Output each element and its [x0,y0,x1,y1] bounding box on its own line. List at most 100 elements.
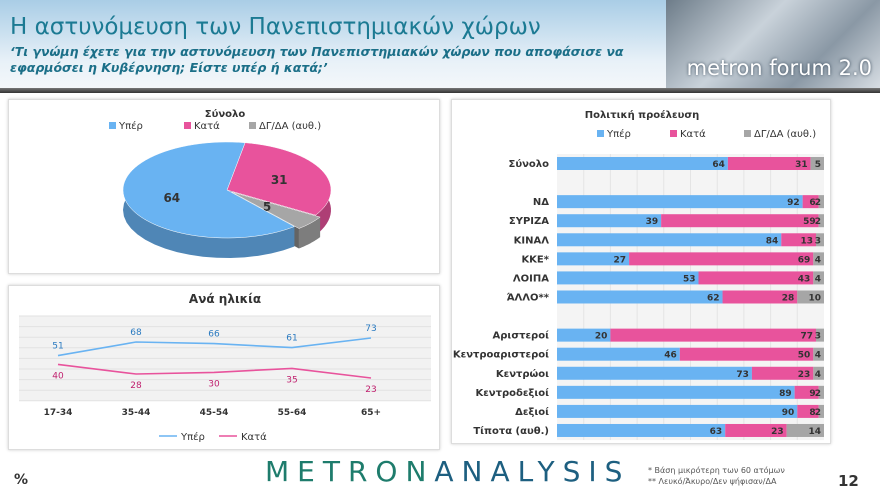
line-data-label: 35 [286,375,297,385]
bar-data-label: 20 [595,332,608,342]
category-label: ΛΟΙΠΑ [513,273,549,284]
bar-data-label: 53 [683,274,696,284]
bar-segment [557,195,803,209]
line-data-label: 51 [52,342,63,352]
pie-data-label: 5 [263,200,271,214]
bar-data-label: 14 [808,427,821,437]
bar-data-label: 4 [815,274,821,284]
bar-segment [661,214,819,228]
bar-data-label: 2 [815,198,821,208]
bar-data-label: 3 [815,332,821,342]
pie-data-label: 31 [271,173,288,187]
bar-segment [679,347,814,361]
x-tick-label: 17-34 [44,408,73,418]
legend-swatch-1 [670,130,677,137]
bar-data-label: 84 [766,236,779,246]
bar-segment [610,328,816,342]
footnote-2: ** Λευκό/Άκυρο/Δεν ψήφισαν/ΔΑ [648,477,777,486]
legend-swatch-0 [597,130,604,137]
bar-segment [557,423,726,437]
pie-slice-Υπέρ [122,141,295,239]
line-data-label: 23 [365,385,376,395]
bar-segment [818,214,824,228]
pie-chart: Σύνολο Υπέρ Κατά ΔΓ/ΔΑ (αυθ.) 315 64 [109,108,332,258]
bar-segment [802,195,819,209]
bar-segment [557,404,798,418]
bar-segment [818,385,824,399]
bar-data-label: 23 [798,370,811,380]
bar-data-label: 63 [710,427,723,437]
line-data-label: 61 [286,334,297,344]
bar-data-label: 89 [779,389,792,399]
bar-data-label: 92 [787,198,800,208]
bar-segment [557,385,795,399]
bar-data-label: 2 [815,217,821,227]
bar-segment [722,290,798,304]
bar-segment [698,271,814,285]
legend-label: Υπέρ [180,431,205,443]
line-data-label: 68 [130,328,142,338]
percent-label: % [14,472,29,488]
bar-segment [813,347,824,361]
legend-swatch-1 [184,122,191,129]
bar-data-label: 62 [707,293,720,303]
bar-segment [797,290,824,304]
logo-text: metron forum 2.0 [686,56,872,80]
legend-label: Κατά [194,120,220,132]
bar-segment [815,328,824,342]
bar-data-label: 5 [815,160,821,170]
bar-data-label: 59 [803,217,816,227]
bar-segment [557,214,662,228]
bar-segment [818,195,824,209]
question-subtitle: ‘Τι γνώμη έχετε για την αστυνόμευση των … [10,44,624,75]
pie-slice-ΔΓ/ΔΑ (αυθ.) [231,191,321,229]
bar-segment [557,366,752,380]
pie-data-label: 64 [163,191,180,205]
bar-segment [813,252,824,266]
page-title: Η αστυνόμευση των Πανεπιστημιακών χώρων [10,14,541,40]
metron-forum-logo: metron forum 2.0 [666,0,880,88]
footnote-1: * Βάση μικρότερη των 60 ατόμων [648,466,785,475]
bar-segment [557,157,728,170]
pie-slice-Κατά [226,142,332,216]
bar-segment [818,404,824,418]
bar-data-label: 8 [809,408,815,418]
bar-data-label: 90 [782,408,795,418]
legend-swatch-2 [249,122,256,129]
category-label: ΆΛΛΟ** [507,291,550,303]
bar-chart: Πολιτική προέλευση Υπέρ Κατά ΔΓ/ΔΑ (αυθ.) Σύ… [453,109,824,441]
bar-data-label: 2 [815,408,821,418]
footnotes: * Βάση μικρότερη των 60 ατόμων ** Λευκό/Ά… [648,465,785,487]
legend-swatch-0 [109,122,116,129]
category-label: ΚΚΕ* [521,254,549,265]
legend-label: ΔΓ/ΔΑ (αυθ.) [754,129,816,140]
line-data-label: 66 [208,330,220,340]
bar-segment [557,271,699,285]
pie-title: Σύνολο [205,108,246,120]
bar-data-label: 2 [815,389,821,399]
x-tick-label: 65+ [361,408,381,418]
x-tick-label: 35-44 [122,408,151,418]
bar-segment [810,157,824,170]
bar-data-label: 28 [782,293,795,303]
page-number: 12 [838,472,859,490]
legend-swatch-2 [744,130,751,137]
bar-segment [557,290,723,304]
bar-panel: Πολιτική προέλευση Υπέρ Κατά ΔΓ/ΔΑ (αυθ.) Σύ… [451,99,831,444]
legend-label: Κατά [680,128,706,140]
bar-segment [815,233,824,247]
metron-analysis-logo: METRONANALYSIS [265,455,631,488]
line-chart: Ανά ηλικία 51 68 66 61 73 40 28 30 35 23 17-34 35-44… [19,292,431,443]
bar-data-label: 31 [795,160,808,170]
line-data-label: 28 [130,381,142,391]
line-data-label: 73 [365,324,376,334]
bar-segment [786,423,824,437]
bar-data-label: 3 [815,236,821,246]
bar-data-label: 4 [815,370,821,380]
bar-segment [751,366,814,380]
legend-label: ΔΓ/ΔΑ (αυθ.) [259,121,321,132]
line-data-label: 30 [208,379,220,389]
legend-label: Υπέρ [606,128,631,140]
bar-data-label: 13 [800,236,813,246]
pie-panel: Σύνολο Υπέρ Κατά ΔΓ/ΔΑ (αυθ.) 31 5 64 [8,99,440,274]
